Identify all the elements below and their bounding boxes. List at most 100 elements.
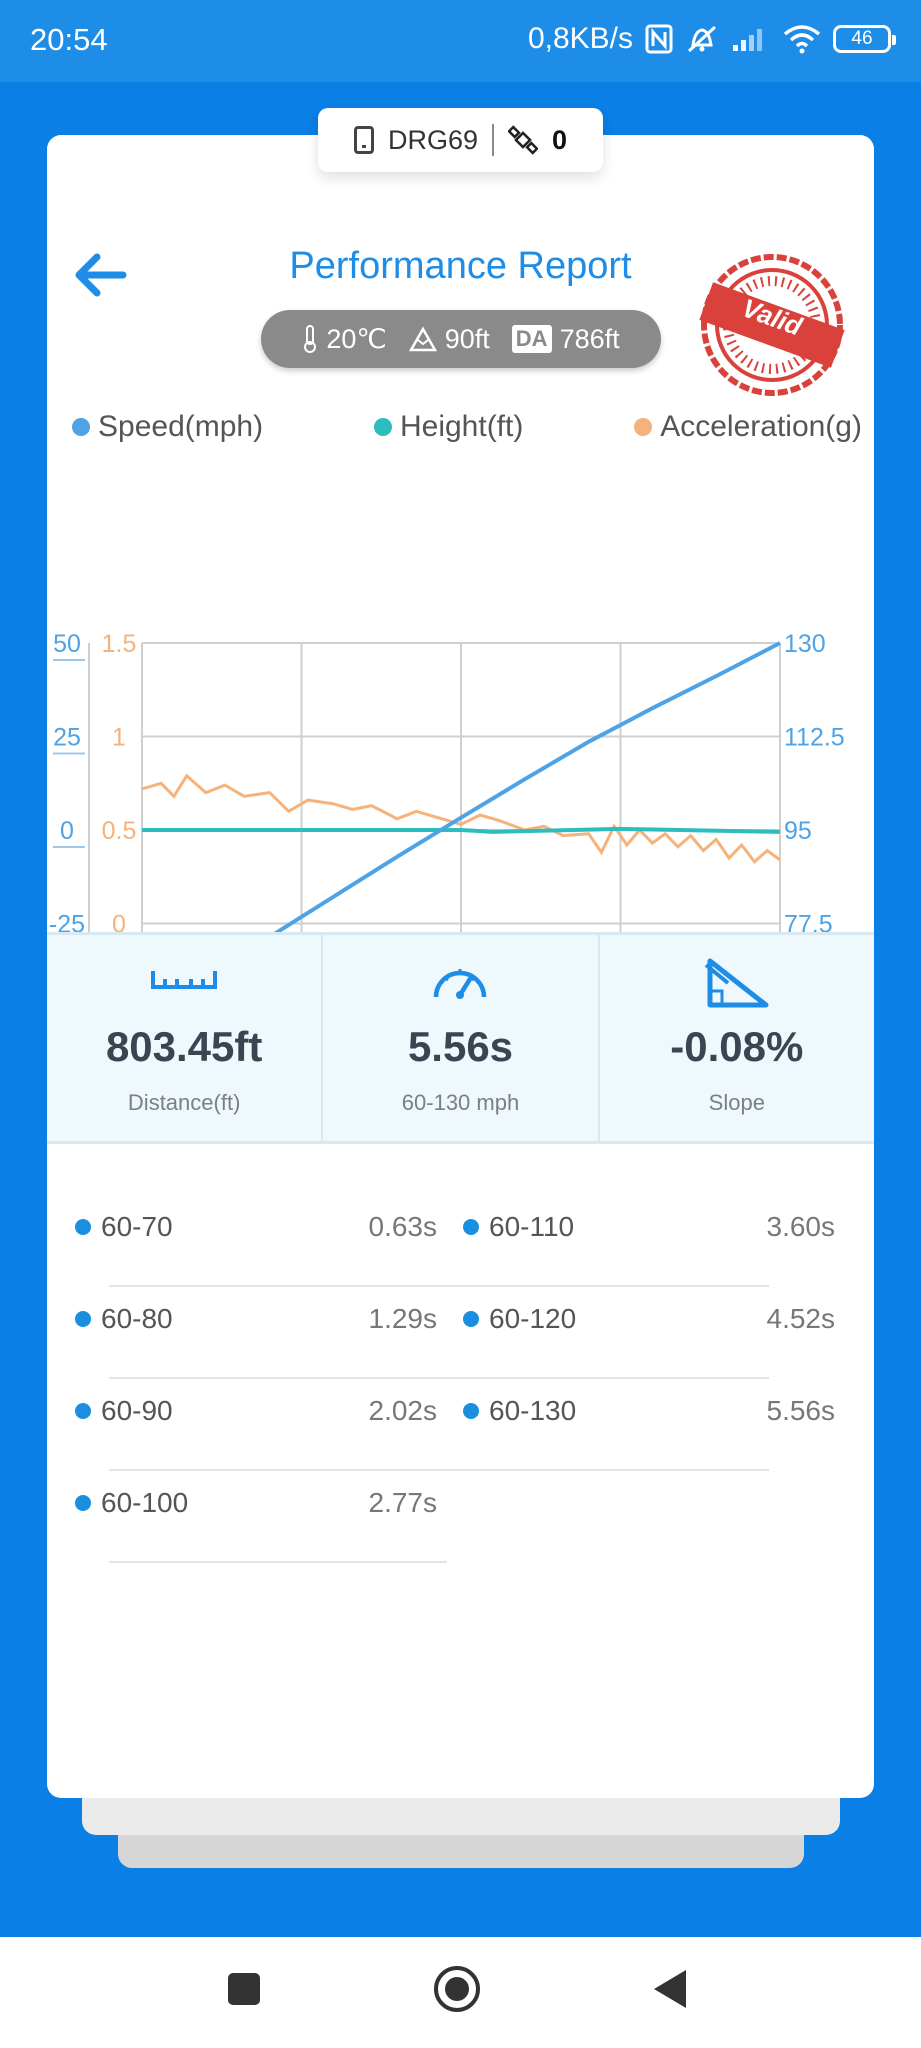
navigation-bar [0, 1937, 921, 2048]
y-tick-speed: 130 [784, 630, 826, 658]
bullet-icon [463, 1403, 479, 1419]
divider [109, 1285, 769, 1287]
network-speed: 0,8KB/s [527, 22, 633, 55]
back-arrow-icon[interactable] [65, 245, 135, 305]
split-time: 3.60s [766, 1211, 836, 1242]
y-tick-height: 25 [53, 724, 81, 752]
device-pill[interactable]: DRG69 0 [318, 108, 603, 172]
density-altitude-item: DA 786ft [511, 323, 620, 355]
list-item: 60-90 2.02s [47, 1379, 769, 1471]
stat-distance: 803.45ft Distance(ft) [47, 935, 321, 1141]
height-dot-icon [373, 418, 392, 436]
status-time: 20:54 [30, 22, 108, 57]
mountain-icon [408, 326, 437, 352]
y-tick-height: 50 [53, 630, 81, 658]
distance-value: 803.45ft [105, 1023, 263, 1070]
split-range: 60-90 [101, 1395, 173, 1426]
conditions-pill: 20℃ 90ft DA 786ft [261, 310, 661, 368]
split-range: 60-110 [489, 1211, 575, 1242]
bullet-icon [463, 1311, 479, 1327]
list-item: 60-110 3.60s [435, 1195, 835, 1287]
split-time: 2.02s [368, 1395, 438, 1426]
y-tick-speed: 112.5 [784, 724, 845, 752]
recent-apps-button[interactable] [224, 1969, 264, 2009]
slope-value: -0.08% [670, 1023, 804, 1070]
valid-stamp: Valid [697, 250, 847, 400]
legend-acceleration[interactable]: Acceleration(g) [634, 410, 862, 444]
list-item: 60-100 2.77s [47, 1471, 447, 1563]
temperature-item: 20℃ [302, 323, 387, 355]
bullet-icon [463, 1219, 479, 1235]
divider [109, 1469, 769, 1471]
bullet-icon [75, 1311, 91, 1327]
legend-speed-label: Speed(mph) [98, 410, 264, 443]
altitude-item: 90ft [408, 323, 490, 355]
divider [109, 1377, 769, 1379]
temperature-value: 20℃ [326, 323, 387, 354]
stamp-seal-icon [699, 254, 845, 396]
density-altitude-value: 786ft [559, 323, 620, 354]
back-button[interactable] [650, 1966, 690, 2012]
speed-dot-icon [72, 418, 90, 436]
divider [492, 124, 494, 156]
stat-time: 5.56s 60-130 mph [321, 935, 597, 1141]
phone-icon [353, 126, 374, 154]
split-range: 60-70 [101, 1211, 173, 1242]
device-name: DRG69 [387, 124, 478, 155]
status-bar: 20:54 0,8KB/s 46 [0, 0, 921, 82]
report-card: Performance Report 20℃ 90ft DA 786ft [47, 135, 874, 1798]
split-time: 0.63s [368, 1211, 438, 1242]
list-item: 60-120 4.52s [435, 1287, 835, 1379]
satellite-count: 0 [552, 124, 568, 155]
time-range-label: 60-130 mph [401, 1090, 520, 1115]
split-range: 60-120 [489, 1303, 577, 1334]
mute-bell-icon [687, 25, 717, 53]
wifi-icon [783, 25, 821, 54]
legend-speed[interactable]: Speed(mph) [72, 410, 263, 444]
list-item: 60-80 1.29s [47, 1287, 769, 1379]
speedometer-icon [434, 969, 487, 999]
home-button[interactable] [432, 1964, 482, 2014]
satellite-icon [508, 125, 538, 155]
legend-height[interactable]: Height(ft) [373, 410, 523, 444]
battery-icon: 46 [833, 25, 896, 53]
stats-panel: 803.45ft Distance(ft) 5.56s 60-130 mph [47, 932, 874, 1144]
split-time: 4.52s [766, 1303, 836, 1334]
bullet-icon [75, 1403, 91, 1419]
y-tick-height: 0 [60, 817, 74, 845]
y-tick-acceleration: 0.5 [102, 817, 137, 845]
series-line-height [142, 826, 781, 834]
da-icon: DA [511, 325, 552, 353]
page-title: Performance Report [289, 245, 632, 287]
chart-legend: Speed(mph) Height(ft) Acceleration(g) [72, 410, 862, 444]
stat-slope: -0.08% Slope [597, 935, 874, 1141]
status-icons: 0,8KB/s 46 [527, 22, 896, 56]
slope-label: Slope [708, 1090, 765, 1115]
altitude-value: 90ft [444, 323, 490, 354]
y-tick-acceleration: 1 [112, 724, 126, 752]
y-tick-acceleration: 0 [112, 911, 126, 939]
thermometer-icon [304, 325, 317, 353]
list-item: 60-130 5.56s [435, 1379, 835, 1471]
signal-icon [733, 29, 762, 51]
ruler-icon [151, 971, 218, 989]
distance-label: Distance(ft) [127, 1090, 241, 1115]
y-tick-acceleration: 1.5 [102, 630, 137, 658]
nfc-icon [645, 24, 673, 54]
bullet-icon [75, 1219, 91, 1235]
split-range: 60-80 [101, 1303, 173, 1334]
split-time: 2.77s [368, 1487, 438, 1518]
list-item: 60-70 0.63s [47, 1195, 769, 1287]
split-time: 5.56s [766, 1395, 836, 1426]
series-line-acceleration [141, 773, 781, 864]
split-range: 60-100 [101, 1487, 189, 1518]
y-tick-speed: 95 [784, 817, 812, 845]
split-range: 60-130 [489, 1395, 577, 1426]
divider [109, 1561, 447, 1563]
bullet-icon [75, 1495, 91, 1511]
acceleration-dot-icon [634, 418, 653, 436]
split-time: 1.29s [368, 1303, 438, 1334]
slope-icon [704, 958, 769, 1008]
time-value: 5.56s [407, 1023, 514, 1070]
legend-acceleration-label: Acceleration(g) [660, 410, 862, 443]
